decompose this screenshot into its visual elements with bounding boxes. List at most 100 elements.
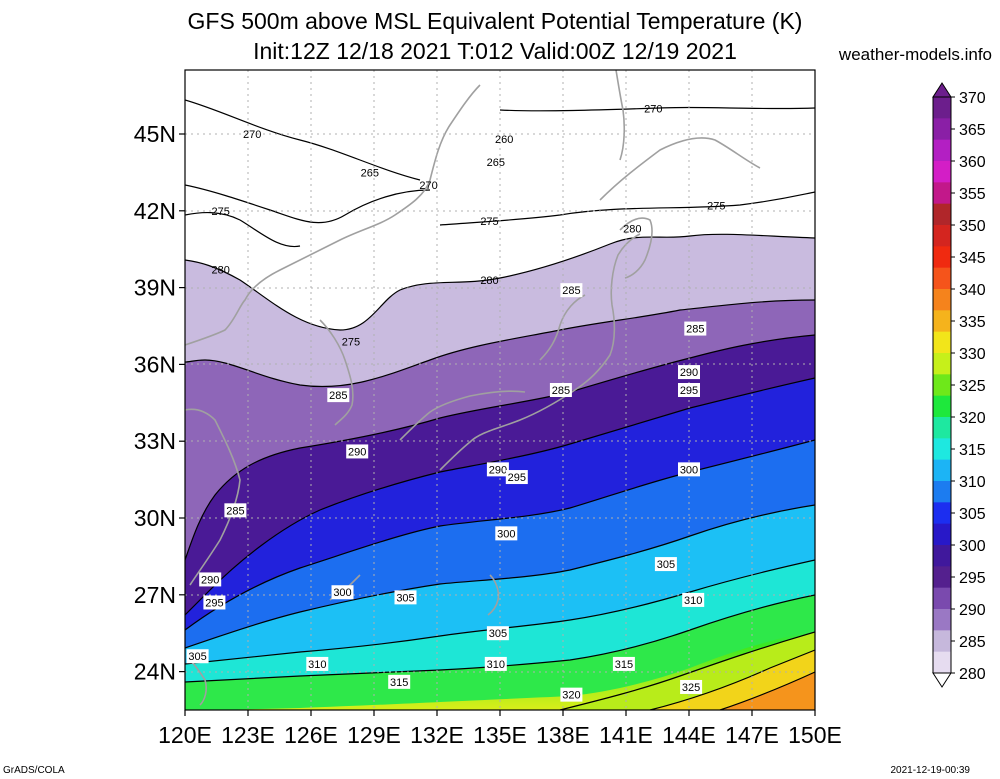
- x-tick-label: 144E: [662, 722, 716, 748]
- contour-label-box: [331, 585, 354, 600]
- colorbar-label: 350: [959, 218, 986, 235]
- contour-label-text: 275: [212, 206, 230, 218]
- contour-label: 290: [486, 462, 509, 477]
- y-tick-label: 24N: [134, 659, 176, 685]
- contour-label-text: 275: [342, 336, 360, 348]
- y-tick-label: 45N: [134, 121, 176, 147]
- shade-305: [185, 505, 815, 664]
- site-label: weather-models.info: [838, 45, 992, 64]
- colorbar-segment: [933, 609, 951, 631]
- colorbar-segment: [933, 267, 951, 290]
- colorbar-segment: [933, 587, 951, 610]
- contour-label-text: 290: [348, 446, 366, 458]
- colorbar-segment: [933, 417, 951, 439]
- contour-label-box: [612, 656, 635, 671]
- contour-label: 270: [243, 129, 261, 141]
- contour-label: 280: [212, 265, 230, 277]
- colorbar-segment: [933, 118, 951, 141]
- colorbar-segment: [933, 161, 951, 183]
- contour-label-text: 290: [489, 464, 507, 476]
- colorbar-segment: [933, 545, 951, 567]
- contour-label-box: [682, 592, 705, 607]
- contour-label-text: 280: [212, 265, 230, 277]
- colorbar-segment: [933, 353, 951, 375]
- contour-label-text: 310: [308, 659, 326, 671]
- contour-label-text: 310: [684, 595, 702, 607]
- colorbar-label: 300: [959, 538, 986, 555]
- y-tick-label: 36N: [134, 351, 176, 377]
- colorbar-segment: [933, 246, 951, 269]
- contour-label-text: 280: [623, 224, 641, 236]
- colorbar-segment: [933, 566, 951, 589]
- title-line-2: Init:12Z 12/18 2021 T:012 Valid:00Z 12/1…: [0, 38, 1000, 65]
- x-tick-label: 132E: [410, 722, 464, 748]
- colorbar-label: 320: [959, 410, 986, 427]
- x-tick-label: 129E: [347, 722, 401, 748]
- contour-label: 325: [680, 679, 703, 694]
- contour-label: 305: [186, 649, 209, 664]
- contour-label-box: [346, 444, 369, 459]
- contour-labels: 270 265 270 260 265 270 275 275 275 280 280 280 275 2…: [186, 103, 725, 702]
- colorbar-label: 330: [959, 346, 986, 363]
- colorbar-label: 340: [959, 282, 986, 299]
- colorbar-label: 365: [959, 122, 986, 139]
- contour-label: 300: [678, 462, 700, 477]
- colorbar-label: 305: [959, 506, 986, 523]
- colorbar-label: 310: [959, 474, 986, 491]
- contour-label-box: [505, 470, 528, 485]
- contour-label-text: 315: [390, 677, 408, 689]
- contour-label-box: [549, 383, 572, 397]
- contour-label: 265: [361, 167, 379, 179]
- contour-label-text: 270: [644, 103, 662, 115]
- colorbar-segment: [933, 651, 951, 674]
- colorbar-label: 370: [959, 90, 986, 107]
- contour-label: 280: [480, 275, 498, 287]
- contour-label-text: 265: [487, 157, 505, 169]
- colorbar-segment: [933, 395, 951, 418]
- colorbar-segment: [933, 459, 951, 482]
- contour-label-text: 295: [205, 597, 223, 609]
- x-tick-label: 150E: [788, 722, 842, 748]
- title-line-1: GFS 500m above MSL Equivalent Potential …: [0, 8, 1000, 35]
- footer-timestamp: 2021-12-19-00:39: [890, 765, 970, 776]
- contour-label-box: [388, 674, 411, 689]
- contour-label: 300: [331, 585, 354, 600]
- contour-label-text: 310: [487, 659, 505, 671]
- colorbar: 370 365 360 355 350 345 340 335 330 325 320 315 310 3…: [932, 82, 986, 688]
- contour-label-text: 285: [226, 505, 244, 517]
- colorbar-label: 285: [959, 634, 986, 651]
- contour-label-box: [199, 572, 222, 587]
- contour-label-box: [678, 462, 700, 477]
- contour-label: 285: [549, 383, 572, 397]
- y-tick-label: 33N: [134, 428, 176, 454]
- title-line-1-text: GFS 500m above MSL Equivalent Potential …: [187, 8, 803, 34]
- contour-label-text: 315: [615, 659, 633, 671]
- contour-label-box: [560, 283, 583, 298]
- x-tick-label: 123E: [221, 722, 275, 748]
- contour-label-box: [224, 503, 247, 518]
- contour-label: 290: [346, 444, 369, 459]
- colorbar-segment: [933, 502, 951, 525]
- contour-label: 265: [487, 157, 505, 169]
- colorbar-label: 295: [959, 570, 986, 587]
- y-tick-label: 27N: [134, 582, 176, 608]
- contour-label-box: [484, 656, 507, 671]
- colorbar-segment: [933, 310, 951, 333]
- contour-label-text: 275: [707, 201, 725, 213]
- colorbar-bottom-arrow: [932, 672, 952, 688]
- contour-label: 290: [678, 365, 700, 380]
- contour-label-text: 270: [419, 180, 437, 192]
- colorbar-segment: [933, 331, 951, 354]
- shade-290: [185, 335, 815, 615]
- contour-label: 285: [224, 503, 247, 518]
- contour-label-text: 295: [680, 385, 698, 397]
- footer-credit: GrADS/COLA: [3, 765, 65, 776]
- contour-label-text: 290: [201, 574, 219, 586]
- contour-label-text: 305: [489, 628, 507, 640]
- shade-330-340: [720, 672, 815, 710]
- contour-label-box: [486, 626, 509, 641]
- contour-label: 305: [654, 557, 677, 572]
- contour-label: 315: [388, 674, 411, 689]
- contour-label-text: 295: [508, 472, 526, 484]
- contour-label-text: 265: [361, 167, 379, 179]
